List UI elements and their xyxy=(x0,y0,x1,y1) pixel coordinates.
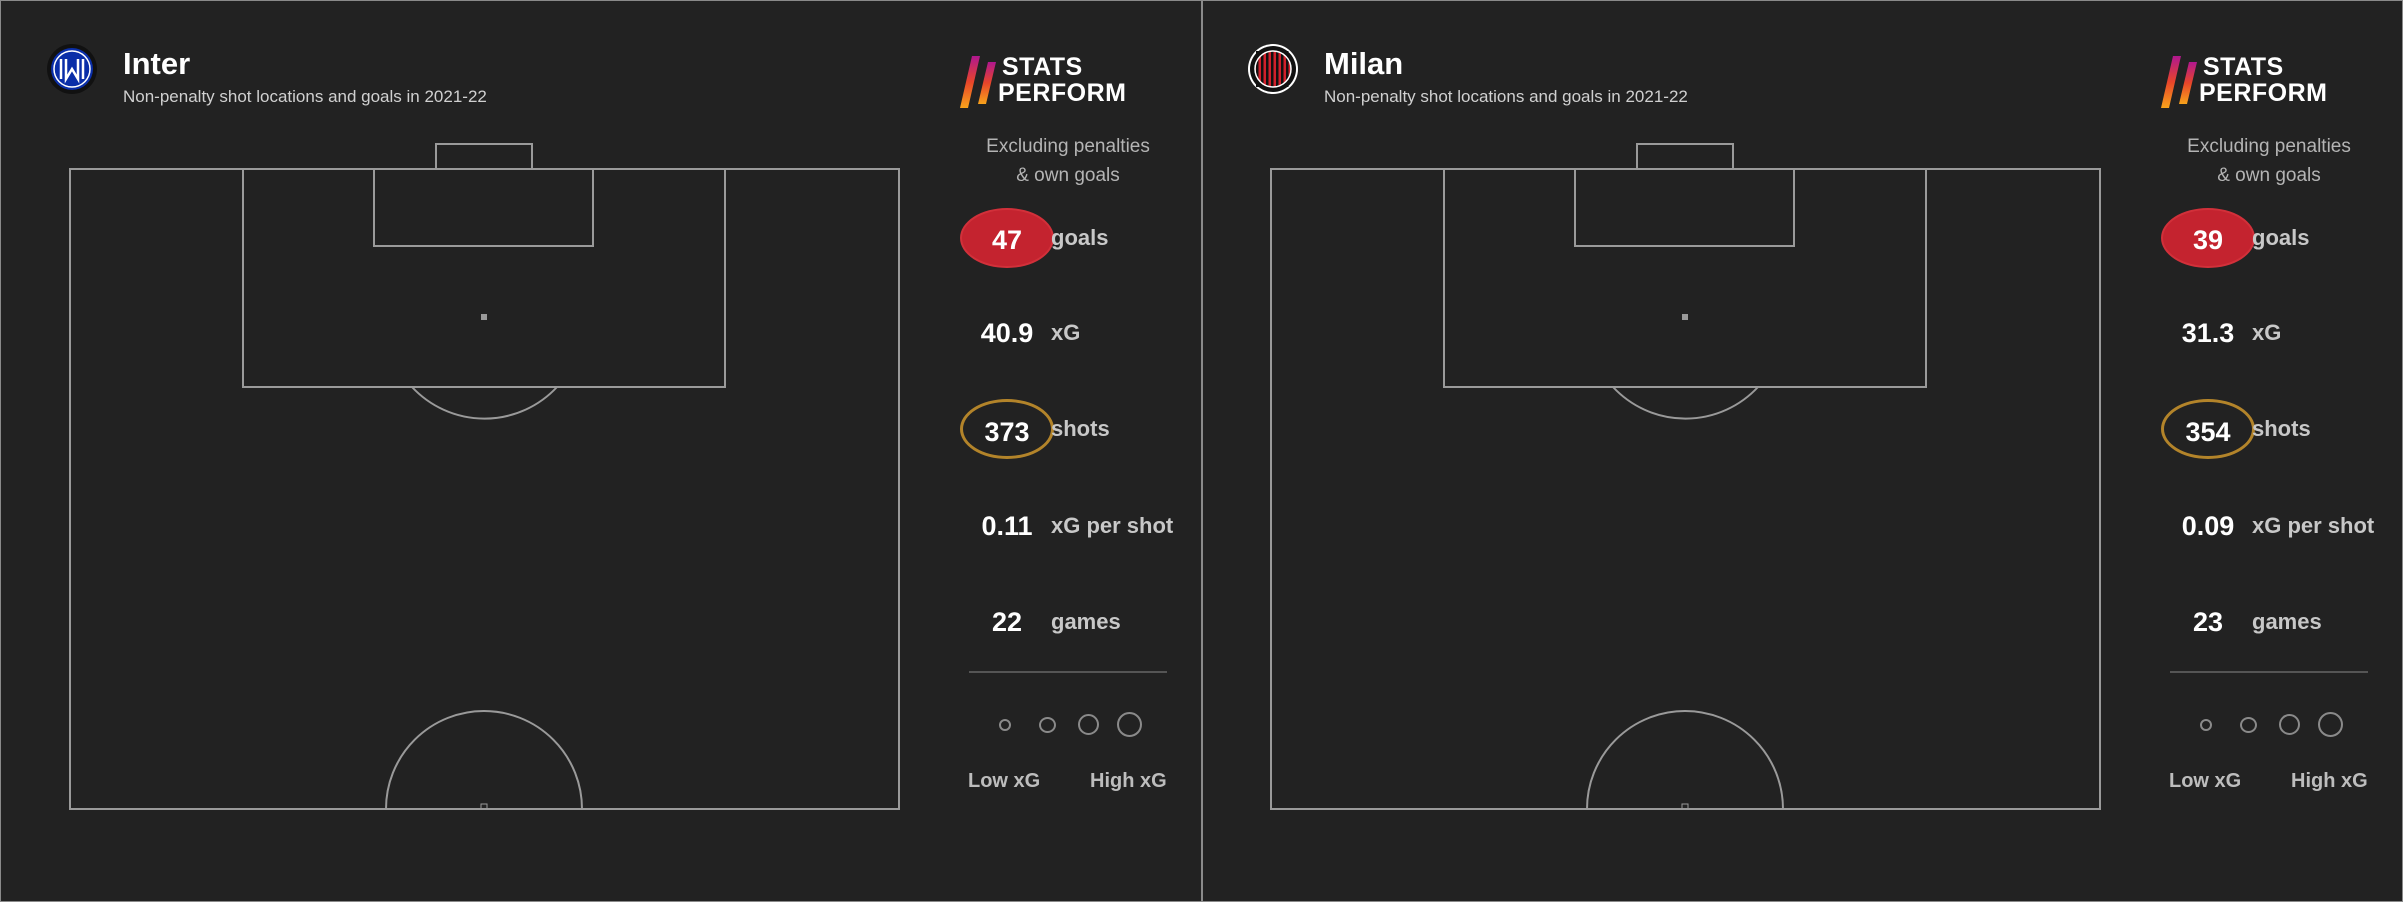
panel-divider xyxy=(1201,0,1203,902)
milan-crest-icon xyxy=(1248,44,1298,94)
stat-shots: 354 shots xyxy=(2161,399,2403,459)
games-label: games xyxy=(2252,609,2322,634)
shot-map xyxy=(69,143,900,810)
xg-per-shot-label: xG per shot xyxy=(1051,513,1174,538)
stat-xg-per-shot: 0.09 xG per shot xyxy=(2161,496,2403,556)
legend-circle-m-icon xyxy=(2279,714,2300,735)
stats-perform-logo: STATS PERFORM xyxy=(958,54,1158,110)
stat-games: 22 games xyxy=(960,592,1220,652)
team-title: Milan xyxy=(1324,46,1404,81)
xg-label: xG xyxy=(2252,320,2282,345)
center-spot xyxy=(480,803,488,810)
penalty-spot xyxy=(1682,314,1688,320)
stats-perform-logo: STATS PERFORM xyxy=(2159,54,2359,110)
legend-circle-xs-icon xyxy=(999,719,1011,731)
brand-line-1: STATS xyxy=(2203,53,2284,81)
goals-label: goals xyxy=(2252,225,2310,250)
stat-games: 23 games xyxy=(2161,592,2403,652)
xg-value: 31.3 xyxy=(2181,318,2235,348)
note-line-1: Excluding penalties xyxy=(986,136,1150,157)
legend-circle-s-icon xyxy=(1039,717,1056,733)
inter-crest-icon xyxy=(47,44,97,94)
team-panel-inter: Inter Non-penalty shot locations and goa… xyxy=(0,0,1201,902)
stat-xg-per-shot: 0.11 xG per shot xyxy=(960,496,1220,556)
xg-per-shot-value: 0.09 xyxy=(2181,511,2235,541)
legend-divider xyxy=(969,671,1167,673)
games-label: games xyxy=(1051,609,1121,634)
stat-xg: 40.9 xG xyxy=(960,303,1220,363)
xg-per-shot-label: xG per shot xyxy=(2252,513,2375,538)
legend-divider xyxy=(2170,671,2368,673)
center-circle xyxy=(385,710,583,810)
note-line-1: Excluding penalties xyxy=(2187,136,2351,157)
stat-shots: 373 shots xyxy=(960,399,1220,459)
center-spot xyxy=(1681,803,1689,810)
stat-goals: 47 goals xyxy=(960,208,1220,268)
legend-high-xg: High xG xyxy=(1090,770,1167,792)
pitch-outline xyxy=(69,168,900,810)
shots-value: 354 xyxy=(2161,399,2255,459)
stats-perform-slashes-icon xyxy=(2161,56,2197,108)
penalty-box xyxy=(242,168,726,388)
brand-line-2: PERFORM xyxy=(2199,79,2328,107)
chart-subtitle: Non-penalty shot locations and goals in … xyxy=(1324,87,1688,106)
legend-low-xg: Low xG xyxy=(2169,770,2242,792)
shots-label: shots xyxy=(1051,416,1110,441)
goal xyxy=(1636,143,1734,169)
goals-value: 47 xyxy=(960,208,1054,268)
team-panel-milan: Milan Non-penalty shot locations and goa… xyxy=(1201,0,2402,902)
games-value: 23 xyxy=(2192,607,2224,637)
legend-low-xg: Low xG xyxy=(968,770,1041,792)
stats-perform-slashes-icon xyxy=(960,56,996,108)
legend-circle-l-icon xyxy=(2318,712,2343,737)
penalty-arc xyxy=(411,386,558,420)
penalty-arc xyxy=(1612,386,1759,420)
goals-value: 39 xyxy=(2161,208,2255,268)
shots-value: 373 xyxy=(960,399,1054,459)
six-yard-box xyxy=(373,168,594,247)
six-yard-box xyxy=(1574,168,1795,247)
brand-line-2: PERFORM xyxy=(998,79,1127,107)
xg-label: xG xyxy=(1051,320,1081,345)
chart-subtitle: Non-penalty shot locations and goals in … xyxy=(123,87,487,106)
goals-label: goals xyxy=(1051,225,1109,250)
xg-per-shot-value: 0.11 xyxy=(981,511,1033,541)
legend-circle-s-icon xyxy=(2240,717,2257,733)
legend-circle-l-icon xyxy=(1117,712,1142,737)
penalty-box xyxy=(1443,168,1927,388)
xg-value: 40.9 xyxy=(980,318,1034,348)
legend-circle-xs-icon xyxy=(2200,719,2212,731)
shot-map xyxy=(1270,143,2101,810)
penalty-spot xyxy=(481,314,487,320)
pitch-outline xyxy=(1270,168,2101,810)
note-line-2: & own goals xyxy=(2217,165,2321,186)
stat-goals: 39 goals xyxy=(2161,208,2403,268)
center-circle xyxy=(1586,710,1784,810)
games-value: 22 xyxy=(991,607,1023,637)
goal xyxy=(435,143,533,169)
brand-line-1: STATS xyxy=(1002,53,1083,81)
shots-label: shots xyxy=(2252,416,2311,441)
legend-circle-m-icon xyxy=(1078,714,1099,735)
team-title: Inter xyxy=(123,46,191,81)
note-line-2: & own goals xyxy=(1016,165,1120,186)
stat-xg: 31.3 xG xyxy=(2161,303,2403,363)
legend-high-xg: High xG xyxy=(2291,770,2368,792)
